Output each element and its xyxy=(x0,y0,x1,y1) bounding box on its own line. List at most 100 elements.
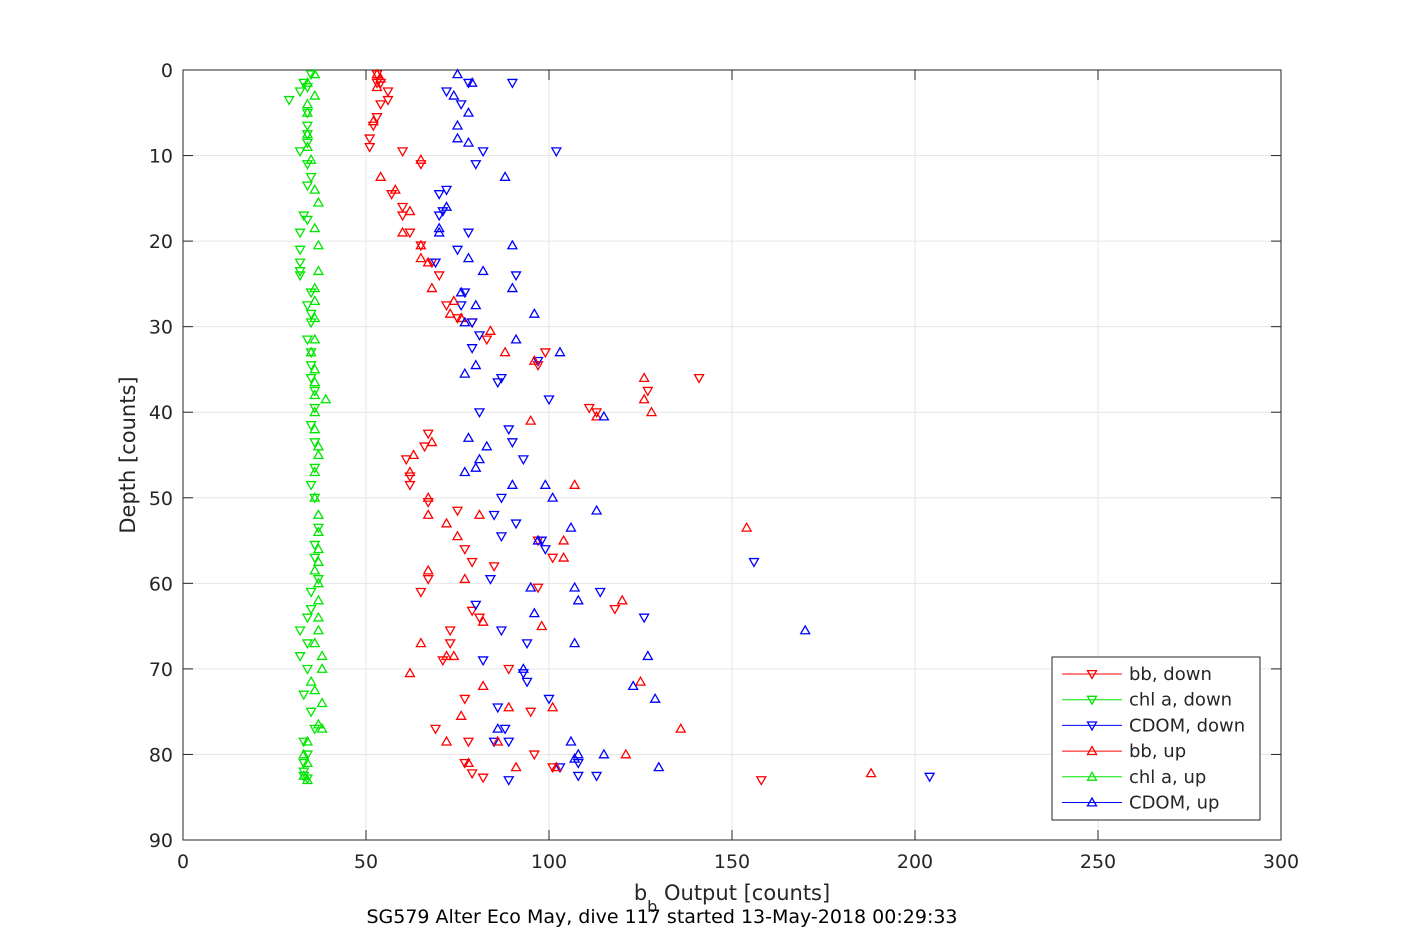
data-point xyxy=(484,325,497,335)
data-point xyxy=(459,573,471,584)
data-point xyxy=(309,389,321,400)
data-point xyxy=(440,87,453,98)
data-point xyxy=(451,132,464,143)
data-point xyxy=(451,530,464,541)
data-point xyxy=(642,650,654,661)
data-point xyxy=(312,526,325,537)
y-tick-label: 20 xyxy=(149,231,173,253)
legend-label: chl a, up xyxy=(1129,767,1206,788)
x-axis-label-rest: Output [counts] xyxy=(657,881,830,905)
data-point xyxy=(462,252,475,263)
y-tick-label: 80 xyxy=(149,744,173,766)
data-point xyxy=(312,523,325,534)
legend-label: bb, up xyxy=(1129,741,1186,762)
data-point xyxy=(448,650,460,661)
data-point xyxy=(364,142,376,153)
data-point xyxy=(371,81,383,92)
data-point xyxy=(459,694,471,705)
data-point xyxy=(451,68,464,79)
x-tick-label: 50 xyxy=(354,851,378,873)
data-point xyxy=(367,121,379,132)
data-point xyxy=(532,583,544,594)
data-point xyxy=(305,172,317,183)
data-point xyxy=(642,386,654,397)
data-point xyxy=(488,562,500,573)
y-tick-label: 50 xyxy=(149,488,173,510)
data-point xyxy=(466,318,478,329)
data-point xyxy=(594,587,606,598)
data-point xyxy=(477,147,489,158)
data-point xyxy=(484,575,497,585)
data-point xyxy=(309,684,321,695)
data-point xyxy=(568,581,581,592)
data-point xyxy=(741,521,753,532)
data-point xyxy=(305,675,317,686)
data-point xyxy=(301,301,314,312)
data-point xyxy=(488,737,500,748)
data-point xyxy=(404,205,416,216)
data-point xyxy=(309,564,321,575)
data-point xyxy=(634,675,647,686)
data-point xyxy=(305,154,317,164)
data-point xyxy=(499,346,511,357)
data-point xyxy=(301,121,314,132)
data-point xyxy=(440,735,453,746)
series-4 xyxy=(298,68,332,785)
y-tick-label: 0 xyxy=(161,60,173,82)
data-point xyxy=(375,72,387,83)
data-point xyxy=(459,545,471,555)
data-point xyxy=(455,100,467,111)
data-point xyxy=(305,346,317,357)
data-point xyxy=(382,87,394,98)
data-point xyxy=(572,594,584,605)
data-point xyxy=(448,89,460,100)
data-point xyxy=(532,356,544,367)
data-point xyxy=(466,77,478,87)
data-point xyxy=(301,181,314,192)
data-point xyxy=(316,663,328,673)
data-point xyxy=(451,314,464,324)
legend-marker xyxy=(1086,695,1098,706)
data-point xyxy=(422,491,434,502)
data-point xyxy=(525,707,537,718)
data-point xyxy=(422,498,434,508)
series-5 xyxy=(433,68,811,772)
data-point xyxy=(294,147,306,158)
data-point xyxy=(448,295,460,306)
data-point xyxy=(433,271,445,282)
legend-marker xyxy=(1086,770,1098,781)
data-point xyxy=(462,136,475,147)
data-point xyxy=(462,432,475,442)
data-point xyxy=(312,718,325,729)
data-point xyxy=(455,312,467,323)
legend-label: CDOM, down xyxy=(1129,715,1245,736)
legend: bb, down chl a, down CDOM, down bb, up chl a… xyxy=(1051,656,1261,821)
data-point xyxy=(422,256,434,267)
data-point xyxy=(396,202,409,213)
data-point xyxy=(547,491,559,502)
data-point xyxy=(312,556,325,566)
y-axis-label: Depth [counts] xyxy=(116,376,140,533)
data-point xyxy=(440,517,453,528)
data-point xyxy=(488,510,500,521)
data-point xyxy=(375,171,387,181)
data-point xyxy=(305,480,317,491)
data-point xyxy=(433,211,445,222)
data-point xyxy=(422,429,434,440)
data-point xyxy=(503,737,515,748)
data-point xyxy=(462,737,475,748)
data-point xyxy=(312,594,325,605)
data-point xyxy=(426,436,438,447)
data-point xyxy=(309,386,321,397)
data-point xyxy=(693,373,705,384)
data-point xyxy=(495,626,508,637)
data-point xyxy=(451,245,464,256)
data-point xyxy=(799,624,811,635)
data-point xyxy=(462,106,475,117)
y-tick-label: 60 xyxy=(149,573,173,595)
data-point xyxy=(503,425,515,436)
series-2 xyxy=(429,78,936,786)
data-point xyxy=(312,577,325,588)
data-point xyxy=(367,115,379,126)
data-point xyxy=(510,519,522,530)
